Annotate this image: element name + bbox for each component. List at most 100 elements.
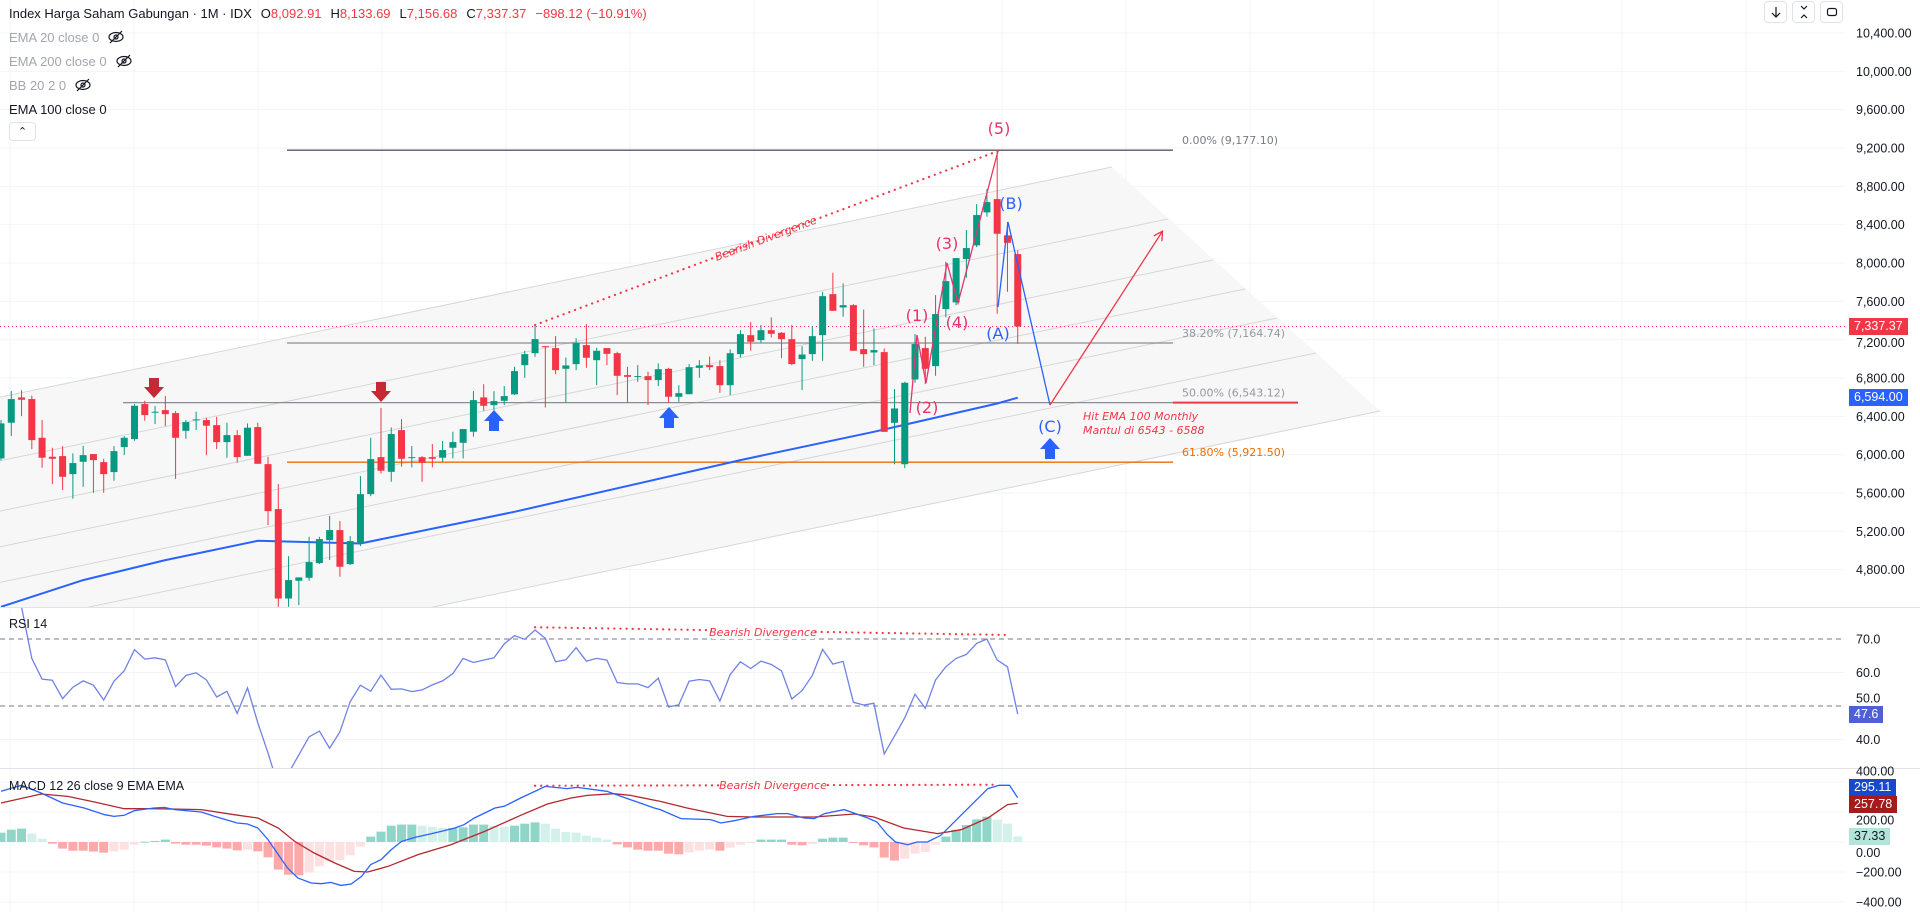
candle-body [182, 422, 190, 431]
axis-tick-label: 7,600.00 [1856, 295, 1905, 309]
axis-tick-label: 200.00 [1856, 814, 1894, 828]
eye-off-icon[interactable] [107, 30, 125, 44]
candle [428, 444, 436, 468]
corrective-wave-line[interactable] [997, 221, 1051, 406]
symbol-title[interactable]: Index Harga Saham Gabungan · 1M · IDX [9, 5, 252, 21]
rsi-title[interactable]: RSI 14 [9, 617, 48, 631]
candle [243, 423, 251, 456]
collapse-panes-button[interactable] [1792, 1, 1815, 23]
fibonacci-retracement-drawing[interactable]: 0.00% (9,177.10) 38.20% (7,164.74) 50.00% … [123, 134, 1298, 463]
candle [747, 322, 755, 351]
histogram-bar [78, 842, 88, 851]
candle-body [59, 456, 67, 477]
histogram-bar [294, 842, 304, 876]
candle [521, 350, 529, 378]
open-label: O [260, 5, 271, 21]
candle-body [829, 294, 837, 311]
buy-arrow-up-icon[interactable] [484, 410, 504, 431]
histogram-bar [900, 842, 910, 859]
scroll-to-latest-button[interactable] [1764, 1, 1787, 23]
buy-arrow-up-icon[interactable] [659, 407, 679, 428]
axis-tick-label: 10,400.00 [1856, 27, 1912, 41]
candle [295, 577, 303, 606]
histogram-bar [920, 842, 930, 853]
candle [788, 325, 796, 366]
channel-line[interactable] [0, 218, 1169, 462]
channel-line[interactable] [0, 317, 1278, 583]
legend-ema-100[interactable]: EMA 100 close 0 [9, 100, 107, 118]
candle [69, 453, 77, 499]
candle-body [356, 494, 364, 544]
candle [418, 456, 426, 482]
candle-body [993, 199, 1001, 234]
candle [79, 445, 87, 487]
candle [839, 283, 847, 317]
projection-arrow[interactable] [1049, 232, 1162, 406]
histogram-bar [807, 842, 817, 844]
candle-body [1003, 235, 1011, 243]
price-pane[interactable]: 0.00% (9,177.10) 38.20% (7,164.74) 50.00% … [0, 119, 1845, 697]
collapse-legend-button[interactable]: ⌃ [9, 122, 36, 141]
histogram-bar [47, 842, 57, 844]
histogram-bar [941, 836, 951, 842]
candle [254, 422, 262, 464]
channel-line[interactable] [0, 166, 1113, 398]
legend-bb[interactable]: BB 20 2 0 [9, 76, 92, 94]
impulse-wave-line[interactable] [909, 150, 999, 414]
candle-body [428, 457, 436, 459]
histogram-bar [694, 842, 704, 851]
collapse-panes-icon [1800, 5, 1807, 19]
candle [880, 348, 888, 432]
legend-ema-200[interactable]: EMA 200 close 0 [9, 52, 133, 70]
axis-tick-label: 6,000.00 [1856, 448, 1905, 462]
candle [572, 338, 580, 371]
histogram-bar [848, 842, 858, 843]
candle-body [716, 366, 724, 386]
sell-arrow-down-icon[interactable] [371, 382, 391, 402]
ema-100-line [0, 396, 1018, 607]
sell-arrow-down-icon[interactable] [144, 378, 164, 398]
candle [685, 364, 693, 395]
channel-line[interactable] [0, 352, 1317, 625]
rsi-pane[interactable]: Bearish Divergence [0, 579, 1845, 787]
candle-body [767, 330, 775, 334]
macd-title[interactable]: MACD 12 26 close 9 EMA EMA [9, 779, 185, 793]
legend-ema-20[interactable]: EMA 20 close 0 [9, 28, 125, 46]
candle-body [962, 248, 970, 260]
rsi-divergence-line[interactable] [533, 626, 1009, 637]
histogram-bar [951, 829, 961, 842]
candle [623, 366, 631, 403]
histogram-bar [181, 842, 191, 845]
macd-signal-line [0, 793, 1018, 873]
histogram-bar [366, 836, 376, 842]
axis-tick-label: 7,200.00 [1856, 336, 1905, 350]
channel-line[interactable] [0, 288, 1246, 548]
candle [120, 436, 128, 456]
histogram-bar [879, 842, 889, 858]
channel-line[interactable] [0, 259, 1214, 512]
candle [367, 437, 375, 497]
wave-b-label: (B) [999, 194, 1022, 213]
candle-body [808, 336, 816, 355]
maximize-button[interactable] [1820, 1, 1843, 23]
histogram-bar [253, 842, 263, 852]
candle [490, 391, 498, 411]
channel-line[interactable] [0, 410, 1381, 697]
eye-off-icon[interactable] [74, 78, 92, 92]
macd-pane[interactable]: Bearish Divergence [0, 778, 1023, 887]
histogram-bar [345, 842, 355, 856]
histogram-bar [787, 842, 797, 845]
candle [459, 429, 467, 459]
chevron-up-icon: ⌃ [17, 126, 28, 138]
eye-off-icon[interactable] [115, 54, 133, 68]
candle-body [274, 509, 282, 599]
legend-label: EMA 100 close 0 [9, 101, 107, 117]
price-scale[interactable]: 10,400.00 10,000.00 9,600.00 9,200.00 8,800.… [1856, 27, 1912, 910]
histogram-bar [37, 838, 47, 842]
macd-line [0, 784, 1019, 887]
histogram-bar [766, 839, 776, 842]
candle-body [326, 530, 334, 541]
buy-arrow-up-icon[interactable] [1040, 438, 1060, 459]
